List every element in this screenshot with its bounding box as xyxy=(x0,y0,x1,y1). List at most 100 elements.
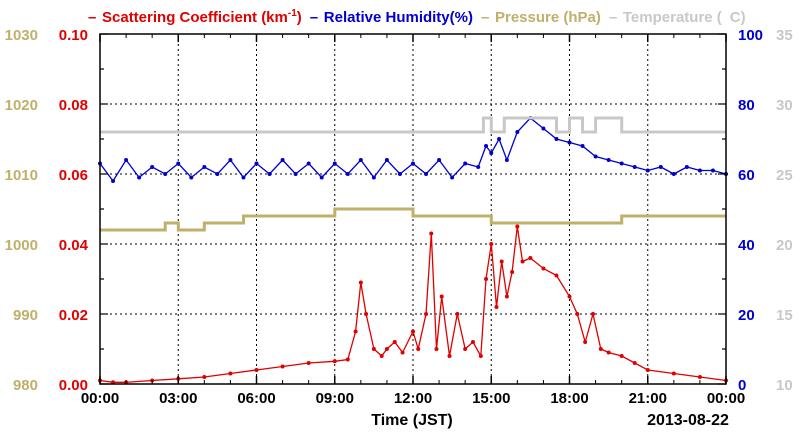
data-point xyxy=(619,354,624,358)
legend-tail: ) xyxy=(297,9,302,26)
series-line-scattering-coefficient xyxy=(99,226,727,383)
scattering-tick-label: 0.10 xyxy=(59,27,88,44)
data-point xyxy=(710,168,715,173)
data-point xyxy=(499,259,504,264)
series-line-pressure xyxy=(100,207,726,232)
humidity-tick-label: 80 xyxy=(738,97,755,114)
data-point xyxy=(463,347,468,351)
data-point xyxy=(606,158,611,162)
pressure-tick-label: 990 xyxy=(13,307,38,324)
date-label: 2013-08-22 xyxy=(647,412,729,429)
data-point xyxy=(671,172,676,176)
temperature-tick-label: 15 xyxy=(776,307,793,324)
data-point xyxy=(416,347,421,351)
data-point xyxy=(632,165,637,169)
data-point xyxy=(528,256,533,260)
temperature-tick-label: 25 xyxy=(776,167,793,184)
data-point xyxy=(632,361,637,365)
data-point xyxy=(437,158,442,162)
axes: 00:00 03:00 06:00 09:00 12:00 15:00 18:00 21:00… xyxy=(5,27,793,407)
legend-tail: C) xyxy=(730,9,746,26)
data-point xyxy=(254,368,259,372)
x-tick-label: 15:00 xyxy=(472,390,510,407)
temperature-tick-label: 35 xyxy=(776,27,793,44)
data-point xyxy=(429,231,434,236)
legend-entry: Scattering Coefficient (km xyxy=(102,9,288,26)
x-tick-label: 00:00 xyxy=(81,390,119,407)
legend-entry: Relative Humidity(%) xyxy=(324,9,473,26)
humidity-tick-label: 20 xyxy=(738,307,755,324)
temperature-tick-label: 30 xyxy=(776,97,793,114)
data-point xyxy=(345,357,350,362)
data-point xyxy=(137,175,142,180)
data-point xyxy=(293,172,298,176)
temperature-tick-label: 10 xyxy=(776,377,793,394)
data-point xyxy=(554,273,559,278)
pressure-tick-label: 1010 xyxy=(5,167,38,184)
legend-dash: – xyxy=(310,9,318,26)
humidity-tick-label: 0 xyxy=(738,377,746,394)
legend-entry: Pressure (hPa) xyxy=(495,9,601,26)
data-point xyxy=(358,158,363,162)
x-tick-label: 18:00 xyxy=(550,390,588,407)
x-tick-label: 12:00 xyxy=(394,390,432,407)
data-point xyxy=(400,350,405,355)
data-point xyxy=(455,312,460,316)
data-point xyxy=(541,266,546,271)
data-point xyxy=(598,347,603,351)
pressure-tick-label: 1030 xyxy=(5,27,38,44)
data-point xyxy=(392,340,397,344)
data-point xyxy=(111,179,116,183)
data-point xyxy=(202,375,207,379)
scattering-tick-label: 0.08 xyxy=(59,97,88,114)
x-tick-label: 09:00 xyxy=(316,390,354,407)
data-point xyxy=(163,172,168,176)
legend-dash: – xyxy=(88,9,96,26)
data-point xyxy=(504,294,509,299)
legend-dash: – xyxy=(609,9,617,26)
data-point xyxy=(228,158,233,162)
data-point xyxy=(189,175,194,180)
data-point xyxy=(280,364,285,369)
data-point xyxy=(494,305,499,309)
data-point xyxy=(658,165,663,169)
data-point xyxy=(353,329,358,334)
data-point xyxy=(319,175,324,180)
x-axis-title: Time (JST) xyxy=(371,412,453,429)
x-tick-label: 03:00 xyxy=(159,390,197,407)
x-tick-label: 00:00 xyxy=(707,390,745,407)
data-point xyxy=(484,277,489,281)
data-point xyxy=(504,158,509,162)
data-point xyxy=(484,144,489,148)
data-point xyxy=(684,165,689,169)
data-point xyxy=(439,294,444,299)
data-point xyxy=(510,270,515,274)
data-point xyxy=(497,137,502,141)
humidity-tick-label: 100 xyxy=(738,27,763,44)
humidity-tick-label: 60 xyxy=(738,167,755,184)
data-point xyxy=(424,312,429,316)
x-tick-label: 21:00 xyxy=(629,390,667,407)
scattering-tick-label: 0.04 xyxy=(59,237,89,254)
data-point xyxy=(215,172,220,176)
data-point xyxy=(593,154,598,159)
legend-entry: Temperature ( xyxy=(623,9,722,26)
data-point xyxy=(332,359,337,364)
data-point xyxy=(124,158,129,162)
data-point xyxy=(176,161,181,166)
pressure-tick-label: 1000 xyxy=(5,237,38,254)
x-tick-label: 06:00 xyxy=(237,390,275,407)
scattering-tick-label: 0.06 xyxy=(59,167,88,184)
data-point xyxy=(384,158,389,162)
data-point xyxy=(306,161,311,166)
data-point xyxy=(606,350,611,355)
plot-area xyxy=(98,116,728,385)
data-point xyxy=(463,161,468,166)
data-point xyxy=(478,354,483,358)
data-point xyxy=(590,312,595,316)
data-point xyxy=(434,347,439,351)
data-point xyxy=(358,280,363,285)
data-point xyxy=(470,340,475,344)
data-point xyxy=(583,340,588,344)
data-point xyxy=(397,172,402,176)
